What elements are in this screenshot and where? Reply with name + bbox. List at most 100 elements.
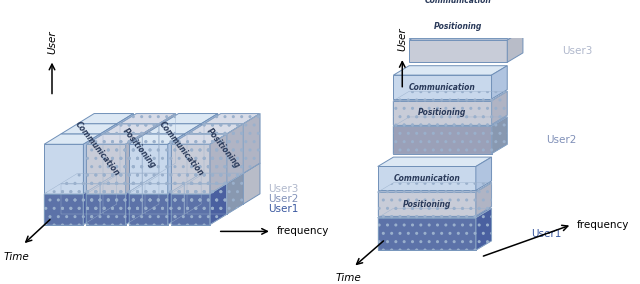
Polygon shape (129, 183, 184, 194)
Polygon shape (378, 166, 476, 190)
Text: User2: User2 (268, 194, 298, 204)
Text: User1: User1 (531, 229, 561, 239)
Polygon shape (142, 173, 159, 214)
Text: Time: Time (335, 273, 361, 283)
Polygon shape (120, 124, 159, 173)
Polygon shape (83, 183, 100, 225)
Text: User3: User3 (562, 46, 593, 56)
Polygon shape (145, 183, 184, 214)
Polygon shape (378, 183, 492, 192)
Polygon shape (409, 31, 523, 40)
Polygon shape (103, 183, 142, 214)
Polygon shape (44, 183, 100, 194)
Text: Communication: Communication (73, 120, 121, 178)
Polygon shape (492, 117, 508, 154)
Polygon shape (100, 124, 116, 183)
Polygon shape (210, 183, 227, 225)
Polygon shape (61, 183, 100, 214)
Text: User: User (47, 30, 57, 54)
Polygon shape (394, 126, 492, 154)
Polygon shape (171, 134, 227, 144)
Polygon shape (171, 144, 210, 194)
Text: Communication: Communication (157, 120, 205, 178)
Polygon shape (508, 5, 523, 38)
Polygon shape (162, 114, 218, 124)
Polygon shape (145, 173, 201, 183)
Polygon shape (44, 144, 83, 194)
Text: Positioning: Positioning (121, 127, 157, 170)
Polygon shape (394, 66, 508, 75)
Polygon shape (394, 75, 492, 99)
Polygon shape (409, 14, 508, 38)
Polygon shape (409, 40, 508, 62)
Polygon shape (409, 5, 523, 14)
Text: Positioning: Positioning (205, 127, 242, 170)
Polygon shape (492, 66, 508, 99)
Polygon shape (227, 173, 243, 214)
Polygon shape (125, 134, 142, 194)
Polygon shape (508, 31, 523, 62)
Polygon shape (476, 208, 492, 250)
Polygon shape (188, 183, 227, 214)
Polygon shape (162, 124, 201, 173)
Polygon shape (77, 124, 116, 173)
Polygon shape (378, 208, 492, 218)
Polygon shape (168, 183, 184, 225)
Polygon shape (159, 114, 175, 173)
Polygon shape (129, 194, 168, 225)
Polygon shape (378, 218, 476, 250)
Text: Communication: Communication (425, 0, 492, 5)
Polygon shape (171, 183, 227, 194)
Polygon shape (129, 134, 184, 144)
Polygon shape (120, 163, 175, 173)
Polygon shape (204, 124, 243, 173)
Text: Communication: Communication (394, 174, 460, 183)
Polygon shape (201, 114, 218, 173)
Text: Positioning: Positioning (403, 200, 451, 208)
Polygon shape (44, 194, 83, 225)
Polygon shape (168, 134, 184, 194)
Polygon shape (476, 183, 492, 216)
Polygon shape (86, 183, 142, 194)
Polygon shape (184, 124, 201, 183)
Text: Positioning: Positioning (434, 22, 483, 31)
Polygon shape (61, 124, 116, 134)
Polygon shape (204, 173, 243, 204)
Polygon shape (188, 124, 243, 134)
Polygon shape (188, 134, 227, 183)
Polygon shape (210, 134, 227, 194)
Polygon shape (116, 163, 133, 204)
Polygon shape (394, 117, 508, 126)
Polygon shape (409, 0, 508, 13)
Polygon shape (162, 173, 201, 204)
Polygon shape (77, 173, 116, 204)
Polygon shape (103, 134, 142, 183)
Polygon shape (188, 173, 243, 183)
Polygon shape (100, 173, 116, 214)
Polygon shape (145, 134, 184, 183)
Text: User: User (397, 28, 407, 51)
Text: User1: User1 (268, 204, 298, 214)
Polygon shape (77, 163, 133, 173)
Polygon shape (103, 173, 159, 183)
Polygon shape (83, 134, 100, 194)
Polygon shape (227, 124, 243, 183)
Polygon shape (394, 91, 508, 101)
Polygon shape (243, 114, 260, 173)
Polygon shape (86, 134, 142, 144)
Text: Communication: Communication (409, 83, 476, 91)
Polygon shape (86, 144, 125, 194)
Polygon shape (378, 192, 476, 216)
Polygon shape (120, 173, 159, 204)
Polygon shape (61, 173, 116, 183)
Polygon shape (378, 157, 492, 166)
Polygon shape (103, 124, 159, 134)
Polygon shape (171, 194, 210, 225)
Polygon shape (204, 163, 260, 173)
Text: Time: Time (4, 252, 29, 262)
Polygon shape (142, 124, 159, 183)
Polygon shape (61, 134, 100, 183)
Polygon shape (44, 134, 100, 144)
Text: User2: User2 (547, 135, 577, 145)
Polygon shape (125, 183, 142, 225)
